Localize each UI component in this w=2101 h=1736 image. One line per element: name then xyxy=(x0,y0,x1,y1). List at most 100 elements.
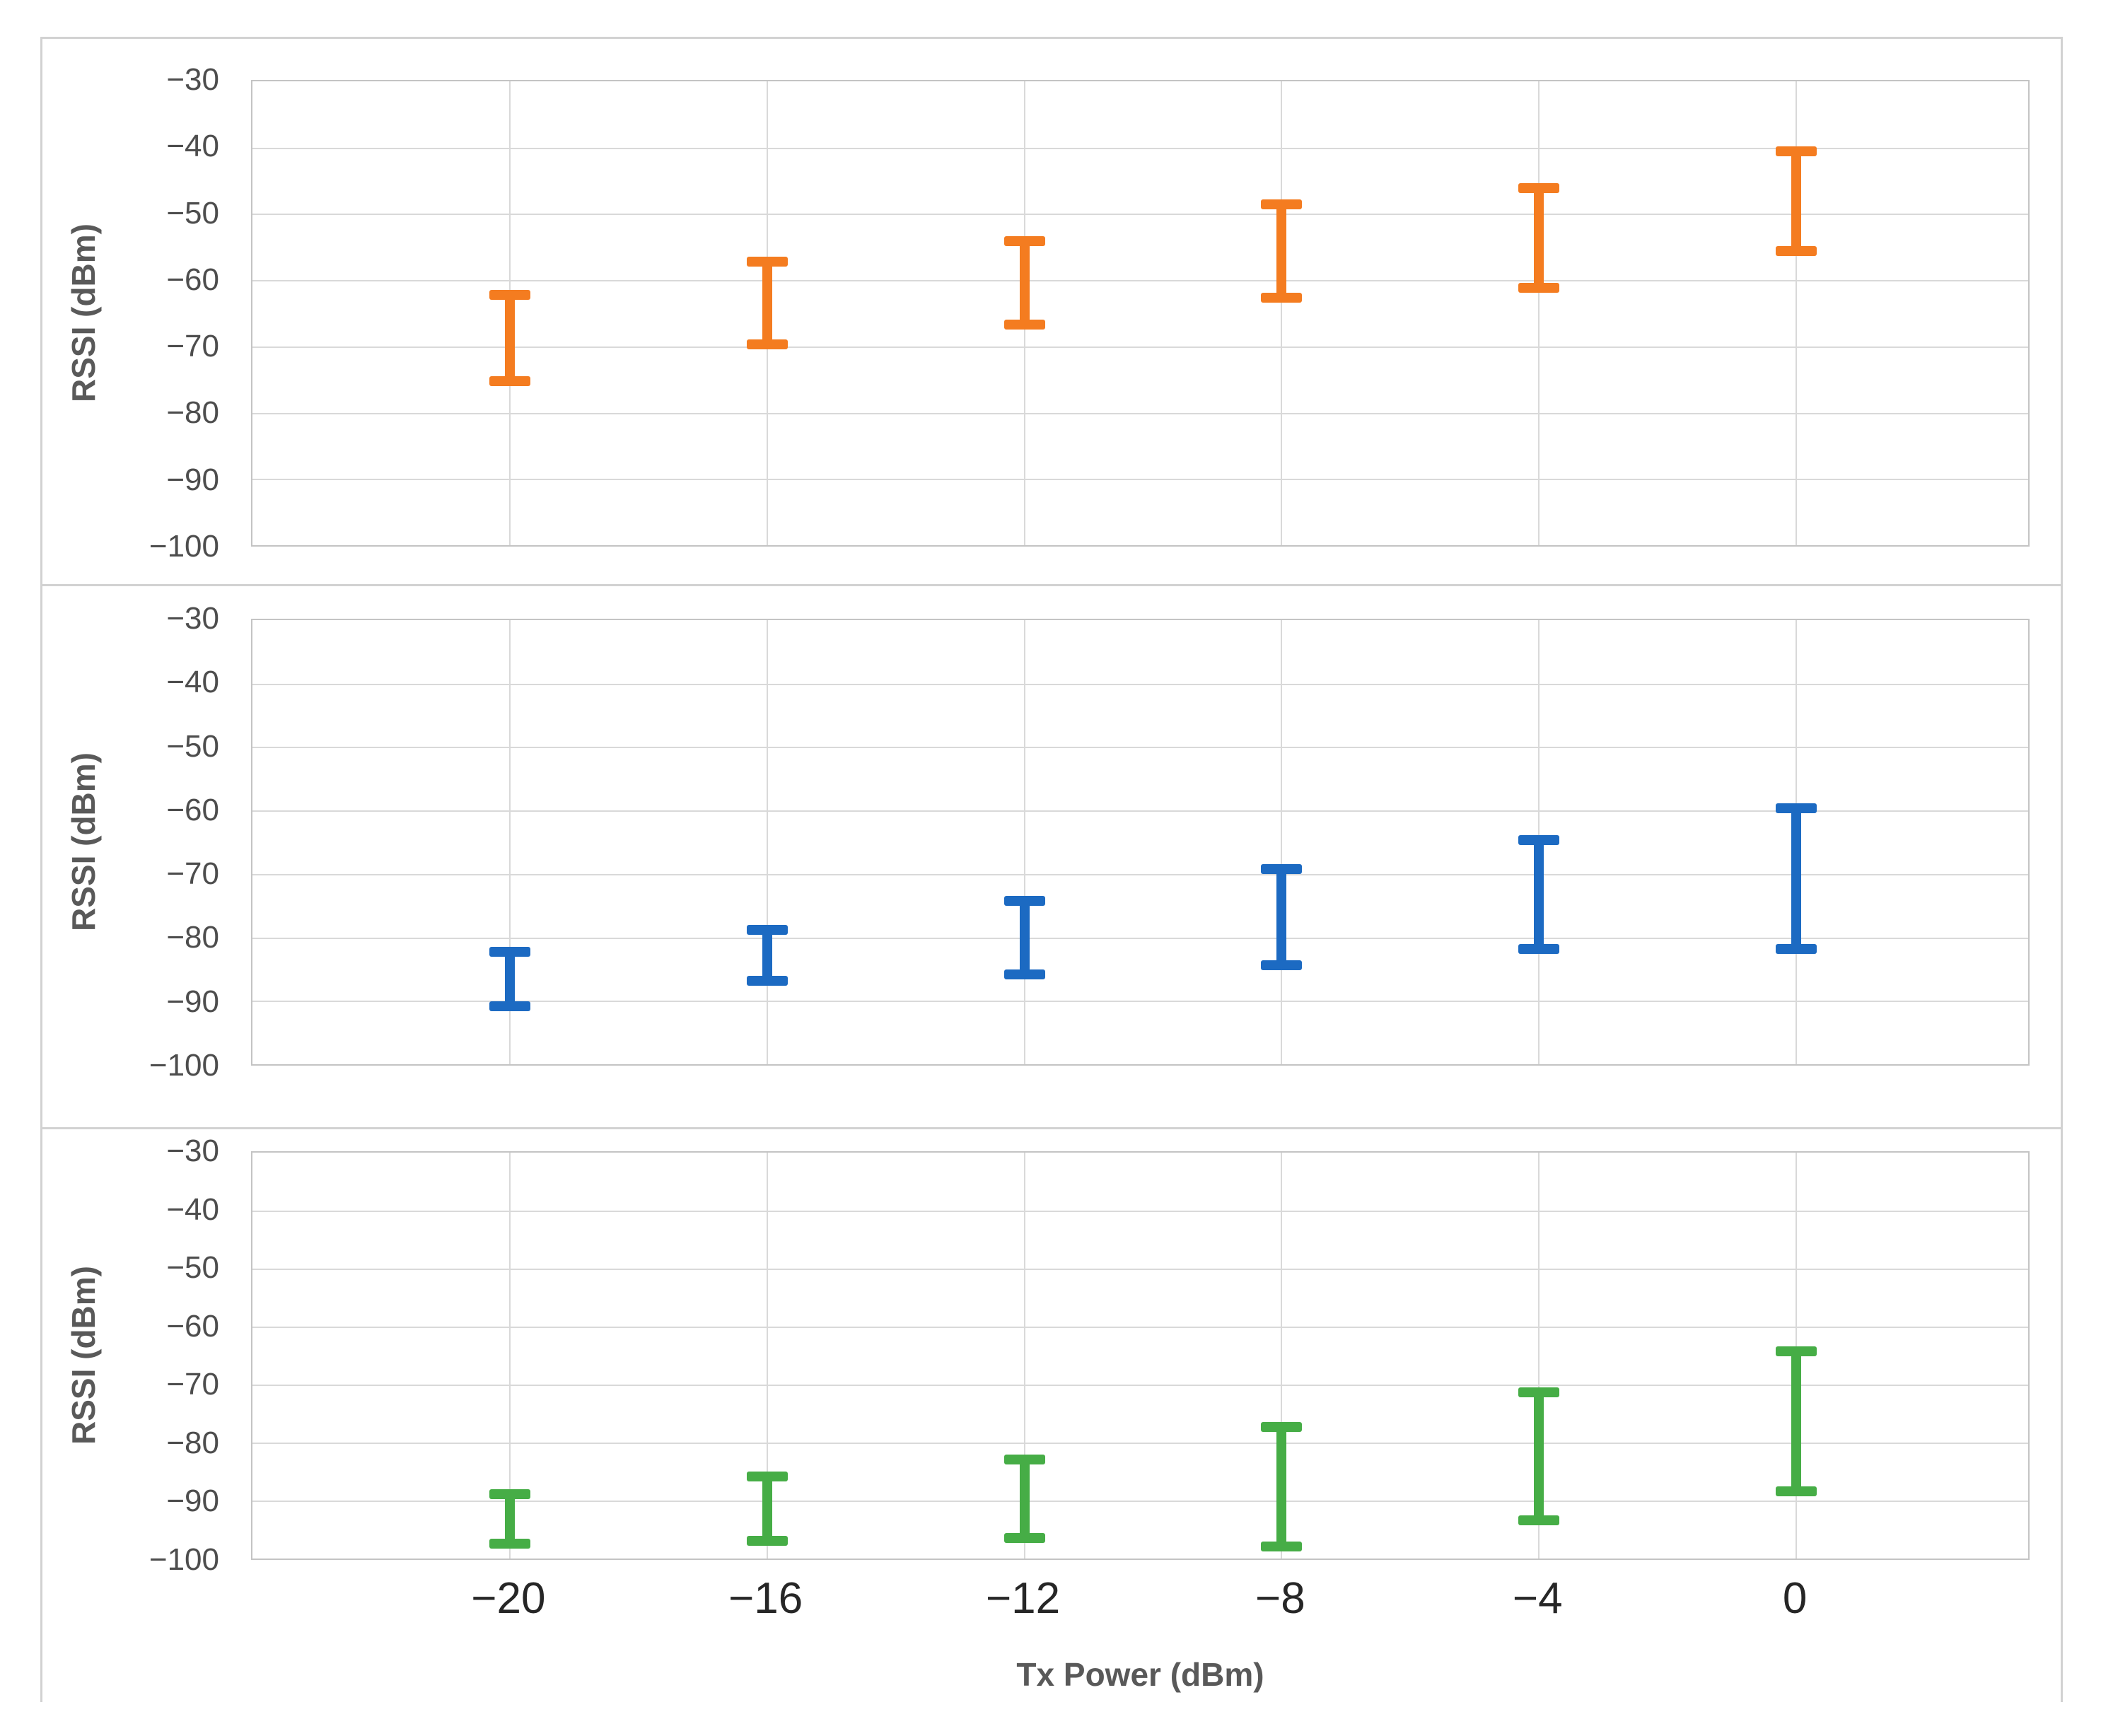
vertical-gridline xyxy=(508,1153,511,1559)
error-bar-series-orange-x0 xyxy=(1776,146,1817,257)
error-bar-bottom-cap xyxy=(1261,960,1303,970)
error-bar-bottom-cap xyxy=(489,1001,530,1012)
error-bar-stem xyxy=(504,294,515,382)
vertical-gridline xyxy=(1281,1153,1283,1559)
error-bar-bottom-cap xyxy=(1003,969,1045,980)
horizontal-gridline xyxy=(252,810,2028,812)
y-tick-label: −100 xyxy=(149,529,219,564)
y-tick-label: −80 xyxy=(166,920,219,955)
error-bar-bottom-cap xyxy=(1518,943,1560,954)
error-bar-stem xyxy=(1534,840,1544,949)
y-tick-label: −50 xyxy=(166,195,219,231)
y-tick-label: −60 xyxy=(166,792,219,827)
error-bar-stem xyxy=(1534,1392,1544,1521)
x-tick-label: −8 xyxy=(1255,1574,1305,1623)
horizontal-gridline xyxy=(252,214,2028,216)
error-bar-series-orange-x-16 xyxy=(746,256,788,350)
error-bar-bottom-cap xyxy=(1261,1542,1303,1552)
x-tick-label: −20 xyxy=(471,1574,546,1623)
error-bar-bottom-cap xyxy=(1261,293,1303,303)
x-tick-label: 0 xyxy=(1782,1574,1808,1623)
horizontal-gridline xyxy=(252,873,2028,875)
error-bar-series-orange-x-8 xyxy=(1261,199,1303,303)
y-tick-label: −40 xyxy=(166,665,219,700)
y-tick-label: −80 xyxy=(166,1425,219,1460)
y-tick-label: −40 xyxy=(166,129,219,164)
error-bar-series-blue-x0 xyxy=(1776,803,1817,954)
error-bar-stem xyxy=(762,261,772,345)
error-bar-series-blue-x-12 xyxy=(1003,896,1045,980)
y-tick-label: −60 xyxy=(166,262,219,297)
y-tick-label: −50 xyxy=(166,1250,219,1286)
y-tick-label: −30 xyxy=(166,62,219,97)
y-tick-label: −50 xyxy=(166,728,219,764)
vertical-gridline xyxy=(1281,620,1283,1064)
horizontal-gridline xyxy=(252,1211,2028,1212)
error-bar-bottom-cap xyxy=(1776,943,1817,954)
error-bar-bottom-cap xyxy=(1776,1486,1817,1496)
x-tick-label: −4 xyxy=(1512,1574,1563,1623)
error-bar-bottom-cap xyxy=(1003,320,1045,330)
error-bar-stem xyxy=(504,1494,515,1544)
error-bar-series-blue-x-4 xyxy=(1518,835,1560,954)
error-bar-series-green-x-16 xyxy=(746,1472,788,1546)
error-bar-stem xyxy=(1276,869,1287,965)
error-bar-series-blue-x-16 xyxy=(746,924,788,986)
horizontal-gridline xyxy=(252,1501,2028,1502)
vertical-gridline xyxy=(1538,81,1540,545)
y-tick-label: −70 xyxy=(166,856,219,892)
y-tick-label: −90 xyxy=(166,1484,219,1519)
chart-panel-top-orange: RSSI (dBm) −30 −40 −50 −60 −70 −80 −90 −100 xyxy=(42,39,2061,584)
error-bar-stem xyxy=(1276,204,1287,298)
error-bar-series-green-x-4 xyxy=(1518,1387,1560,1526)
vertical-gridline xyxy=(766,1153,768,1559)
horizontal-gridline xyxy=(252,1443,2028,1444)
error-bar-series-orange-x-20 xyxy=(489,289,530,387)
vertical-gridline xyxy=(1023,620,1025,1064)
error-bar-series-orange-x-4 xyxy=(1518,182,1560,293)
horizontal-gridline xyxy=(252,1269,2028,1270)
error-bar-series-blue-x-20 xyxy=(489,947,530,1012)
horizontal-gridline xyxy=(252,747,2028,749)
x-axis-title: Tx Power (dBm) xyxy=(1016,1656,1264,1693)
y-tick-label: −30 xyxy=(166,1134,219,1168)
error-bar-bottom-cap xyxy=(746,339,788,350)
error-bar-series-green-x-12 xyxy=(1003,1454,1045,1543)
error-bar-stem xyxy=(1276,1427,1287,1547)
error-bar-stem xyxy=(1019,1459,1030,1538)
error-bar-bottom-cap xyxy=(746,1536,788,1546)
horizontal-gridline xyxy=(252,280,2028,282)
error-bar-stem xyxy=(1019,241,1030,325)
error-bar-bottom-cap xyxy=(746,976,788,986)
plot-area xyxy=(251,1151,2030,1560)
error-bar-series-green-x0 xyxy=(1776,1346,1817,1496)
error-bar-bottom-cap xyxy=(1003,1532,1045,1543)
error-bar-stem xyxy=(1791,1351,1802,1491)
x-tick-label: −12 xyxy=(985,1574,1061,1623)
y-tick-label: −100 xyxy=(149,1048,219,1083)
chart-panel-middle-blue: RSSI (dBm) −30 −40 −50 −60 −70 −80 −90 −100 xyxy=(42,584,2061,1127)
vertical-gridline xyxy=(1281,81,1283,545)
horizontal-gridline xyxy=(252,412,2028,414)
error-bar-series-green-x-20 xyxy=(489,1489,530,1549)
horizontal-gridline xyxy=(252,1385,2028,1386)
plot-area xyxy=(251,80,2030,547)
y-tick-label: −90 xyxy=(166,984,219,1019)
horizontal-gridline xyxy=(252,683,2028,685)
y-tick-label: −80 xyxy=(166,395,219,431)
horizontal-gridline xyxy=(252,479,2028,481)
horizontal-gridline xyxy=(252,147,2028,149)
vertical-gridline xyxy=(766,620,768,1064)
x-tick-label: −16 xyxy=(728,1574,803,1623)
horizontal-gridline xyxy=(252,346,2028,348)
horizontal-gridline xyxy=(252,1327,2028,1328)
error-bar-stem xyxy=(1019,901,1030,975)
error-bar-stem xyxy=(504,952,515,1007)
vertical-gridline xyxy=(1538,1153,1540,1559)
error-bar-series-blue-x-8 xyxy=(1261,864,1303,970)
y-tick-label: −70 xyxy=(166,1367,219,1402)
vertical-gridline xyxy=(1023,1153,1025,1559)
error-bar-series-orange-x-12 xyxy=(1003,236,1045,330)
y-tick-label: −60 xyxy=(166,1308,219,1344)
error-bar-bottom-cap xyxy=(489,376,530,387)
